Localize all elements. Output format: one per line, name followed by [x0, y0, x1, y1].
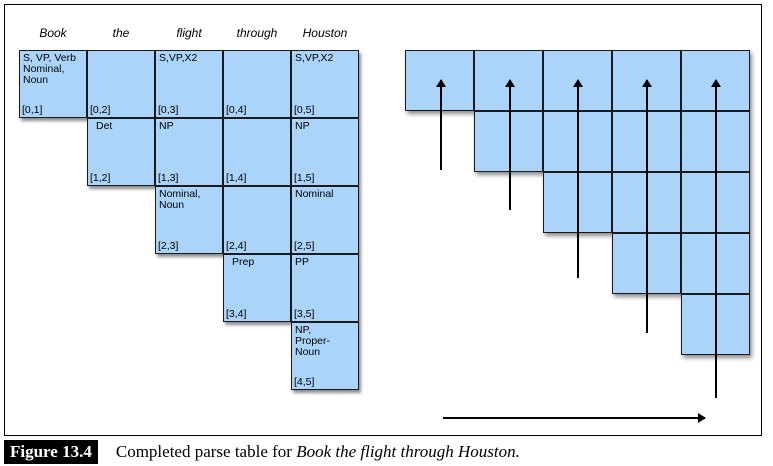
cell-category: NP	[159, 120, 174, 132]
figure-caption: Figure 13.4 Completed parse table for Bo…	[4, 440, 520, 464]
cell-span: [1,5]	[294, 172, 315, 184]
parse-cell: NP [1,3]	[155, 118, 223, 186]
cell-category: PP	[295, 256, 310, 268]
cell-category: Nominal, Noun	[159, 188, 201, 211]
cell-span: [0,5]	[294, 104, 315, 116]
cell-category: Nominal	[295, 188, 334, 200]
parse-cell: [1,4]	[223, 118, 291, 186]
parse-cell: NP, Proper- Noun [4,5]	[291, 322, 359, 390]
parse-cell: [0,2]	[87, 50, 155, 118]
cell-span: [0,4]	[226, 104, 247, 116]
cell-category: Prep	[232, 256, 255, 268]
grid-cell	[474, 111, 543, 172]
word-header: the	[112, 26, 130, 40]
figure-label: Figure 13.4	[4, 440, 98, 464]
cell-span: [3,5]	[294, 308, 315, 320]
parse-cell: PP [3,5]	[291, 254, 359, 322]
caption-text-italic: Book the flight through Houston.	[296, 442, 520, 461]
cell-span: [3,4]	[226, 308, 247, 320]
word-header: Book	[39, 26, 67, 40]
parse-cell: [0,4]	[223, 50, 291, 118]
parse-cell: NP [1,5]	[291, 118, 359, 186]
parse-cell: Nominal, Noun [2,3]	[155, 186, 223, 254]
cell-span: [1,4]	[226, 172, 247, 184]
parse-cell: S,VP,X2 [0,5]	[291, 50, 359, 118]
cell-category: S,VP,X2	[295, 52, 334, 64]
cell-category: S, VP, Verb Nominal, Noun	[23, 52, 76, 86]
cell-span: [2,4]	[226, 240, 247, 252]
cell-category: NP, Proper- Noun	[295, 324, 331, 358]
cell-span: [1,2]	[90, 172, 111, 184]
cell-span: [0,1]	[22, 104, 43, 116]
parse-cell: Prep [3,4]	[223, 254, 291, 322]
cell-span: [1,3]	[158, 172, 179, 184]
parse-cell: S,VP,X2 [0,3]	[155, 50, 223, 118]
caption-text-prefix: Completed parse table for	[115, 442, 297, 461]
cell-span: [2,3]	[158, 240, 179, 252]
cell-category: NP	[295, 120, 310, 132]
cell-span: [0,2]	[90, 104, 111, 116]
cell-span: [0,3]	[158, 104, 179, 116]
cell-span: [2,5]	[294, 240, 315, 252]
parse-cell: [2,4]	[223, 186, 291, 254]
word-header: flight	[176, 26, 202, 40]
cell-category: S,VP,X2	[159, 52, 198, 64]
word-header: Houston	[302, 26, 348, 40]
word-header: through	[236, 26, 278, 40]
cell-span: [4,5]	[294, 376, 315, 388]
parse-cell: Nominal [2,5]	[291, 186, 359, 254]
parse-cell: S, VP, Verb Nominal, Noun [0,1]	[19, 50, 87, 118]
parse-cell: Det [1,2]	[87, 118, 155, 186]
caption-text: Completed parse table for Book the fligh…	[116, 442, 520, 462]
cell-category: Det	[96, 120, 113, 132]
